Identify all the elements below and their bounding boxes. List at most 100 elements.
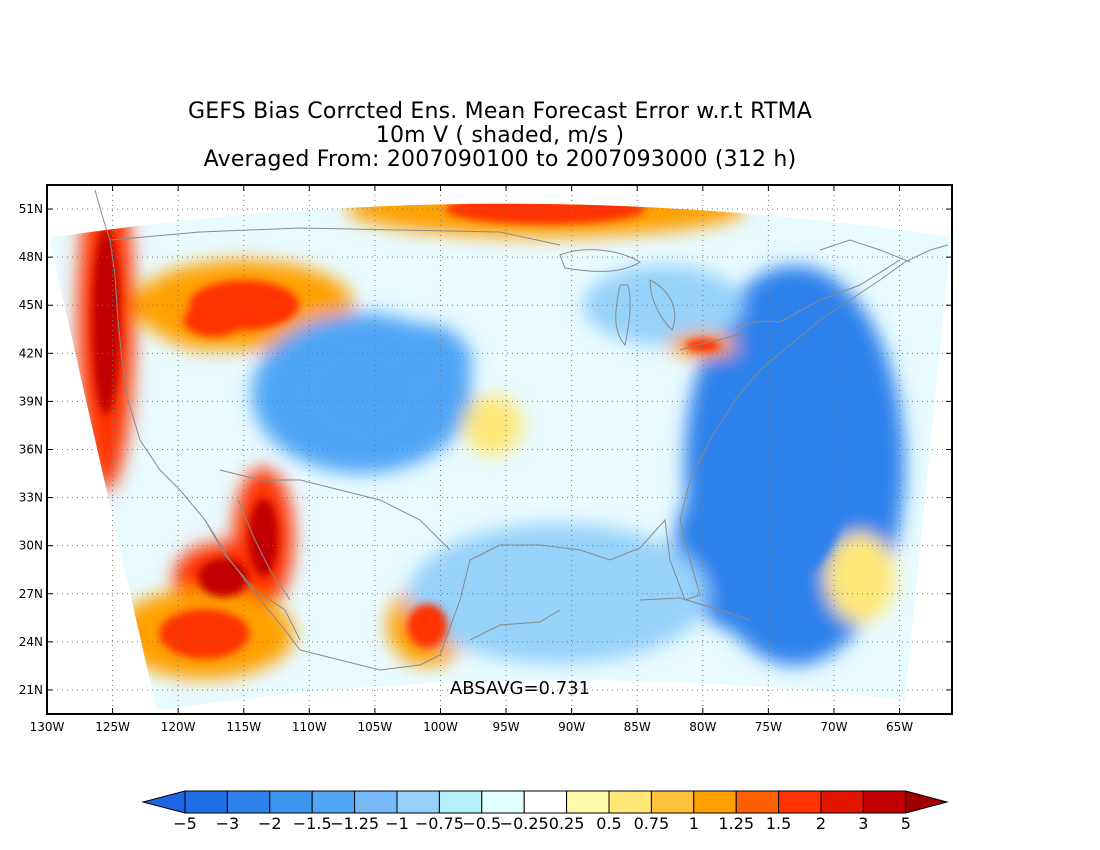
field-bermuda-area-halo xyxy=(825,532,896,623)
colorbar-swatch xyxy=(608,790,652,814)
great-lake-michigan xyxy=(615,284,631,347)
field-great-plains-west-core xyxy=(396,341,447,386)
colorbar-swatch xyxy=(693,790,737,814)
colorbar-label: 0.25 xyxy=(549,814,585,833)
field-southwest-offshore-core xyxy=(159,609,250,659)
yucatan-coast xyxy=(469,609,561,641)
plot-title-line-1: GEFS Bias Corrcted Ens. Mean Forecast Er… xyxy=(187,99,813,124)
lat-tick-label: 42N xyxy=(19,346,43,360)
baja-peninsula xyxy=(204,499,301,651)
lon-tick-label: 65W xyxy=(886,720,913,734)
lon-tick-label: 100W xyxy=(423,720,458,734)
lon-tick-label: 110W xyxy=(292,720,327,734)
colorbar-label: −0.25 xyxy=(500,814,549,833)
us-mexico-border xyxy=(219,469,451,551)
colorbar-swatch xyxy=(481,790,525,814)
colorbar: −5 −3 −2 −1.5−1.25 −1 −0.75−0.5−0.25 0.25 0.5 0.… xyxy=(141,790,949,833)
colorbar-label: 1 xyxy=(689,814,699,833)
lat-tick-label: 48N xyxy=(19,250,43,264)
colorbar-label: −1.5 xyxy=(293,814,332,833)
lat-tick-label: 45N xyxy=(19,298,43,312)
colorbar-swatch xyxy=(566,790,610,814)
plot-title-line-2: 10m V ( shaded, m/s ) xyxy=(375,123,625,148)
great-lake-erie xyxy=(679,333,741,351)
colorbar-over-arrow xyxy=(905,790,949,814)
colorbar-label: 5 xyxy=(901,814,911,833)
colorbar-under-arrow xyxy=(141,790,186,814)
colorbar-swatch xyxy=(311,790,356,814)
lat-tick-label: 36N xyxy=(19,443,43,457)
field-gulf-of-mexico-halo xyxy=(408,523,709,664)
colorbar-swatch xyxy=(862,790,907,814)
colorbar-label: 1.25 xyxy=(718,814,754,833)
axis-tick-labels: 51N 48N 45N 42N 39N 36N 33N 30N 27N 24N 21N 130W 125… xyxy=(19,202,913,734)
lon-tick-label: 125W xyxy=(95,720,130,734)
lon-tick-label: 80W xyxy=(689,720,716,734)
colorbar-swatch xyxy=(523,790,568,814)
west-coastline xyxy=(94,189,301,641)
colorbar-label: −0.75 xyxy=(415,814,464,833)
lat-lon-grid xyxy=(47,185,952,714)
colorbar-swatch xyxy=(778,790,822,814)
colorbar-swatch xyxy=(735,790,780,814)
colorbar-swatch xyxy=(354,790,398,814)
field-great-plains-west-core xyxy=(306,349,417,438)
east-coastline xyxy=(679,244,949,596)
title-block: GEFS Bias Corrcted Ens. Mean Forecast Er… xyxy=(0,100,1000,172)
field-northern-canada-band-core xyxy=(445,203,646,225)
colorbar-label: 0.75 xyxy=(634,814,670,833)
lon-tick-label: 85W xyxy=(624,720,651,734)
colorbar-label: −2 xyxy=(258,814,282,833)
colorbar-label: 3 xyxy=(858,814,868,833)
field-pacific-nw-coast-core xyxy=(92,227,121,415)
lon-tick-label: 105W xyxy=(358,720,393,734)
lat-tick-label: 51N xyxy=(19,202,43,216)
lat-tick-label: 39N xyxy=(19,394,43,408)
gulf-coastline xyxy=(439,518,701,656)
field-rockies-north-core xyxy=(183,303,244,337)
colorbar-swatch xyxy=(184,790,228,814)
lon-tick-label: 95W xyxy=(492,720,519,734)
colorbar-label: −3 xyxy=(216,814,240,833)
colorbar-label: −1.25 xyxy=(330,814,379,833)
great-lake-huron xyxy=(649,279,676,331)
lat-tick-label: 30N xyxy=(19,539,43,553)
field-texas-panhandle-halo xyxy=(462,395,523,456)
absavg-label: ABSAVG=0.731 xyxy=(450,678,590,699)
coastlines xyxy=(94,189,949,671)
lat-tick-label: 33N xyxy=(19,491,43,505)
colorbar-swatch xyxy=(650,790,695,814)
lon-tick-label: 70W xyxy=(820,720,847,734)
lon-tick-label: 130W xyxy=(30,720,65,734)
hudson-bay-shore xyxy=(819,239,911,263)
colorbar-swatch xyxy=(396,790,440,814)
great-lake-superior xyxy=(559,249,641,272)
lat-tick-label: 24N xyxy=(19,635,43,649)
field-mexico-interior-core xyxy=(407,603,448,648)
field-atlantic-east-coast-core xyxy=(714,496,795,596)
us-canada-border xyxy=(109,227,561,246)
lat-tick-label: 21N xyxy=(19,683,43,697)
lon-tick-label: 75W xyxy=(755,720,782,734)
great-lake-ontario xyxy=(734,320,781,329)
colorbar-swatch xyxy=(226,790,271,814)
lon-tick-label: 90W xyxy=(558,720,585,734)
colorbar-label: −5 xyxy=(173,814,197,833)
lon-tick-label: 115W xyxy=(226,720,261,734)
axis-ticks xyxy=(46,185,952,714)
colorbar-label: 0.5 xyxy=(596,814,621,833)
colorbar-swatch xyxy=(820,790,864,814)
colorbar-label: −1 xyxy=(385,814,409,833)
colorbar-swatch xyxy=(438,790,483,814)
lon-tick-label: 120W xyxy=(161,720,196,734)
colorbar-label: −0.5 xyxy=(462,814,501,833)
mexico-coast xyxy=(299,649,441,671)
field-baja-gulf-california-core xyxy=(248,499,279,577)
field-baja-gulf-california-core xyxy=(198,558,249,597)
lat-tick-label: 27N xyxy=(19,587,43,601)
colorbar-label: 2 xyxy=(816,814,826,833)
colorbar-label: 1.5 xyxy=(766,814,791,833)
plot-title-line-3: Averaged From: 2007090100 to 2007093000 … xyxy=(203,147,797,172)
colorbar-swatch xyxy=(269,790,313,814)
